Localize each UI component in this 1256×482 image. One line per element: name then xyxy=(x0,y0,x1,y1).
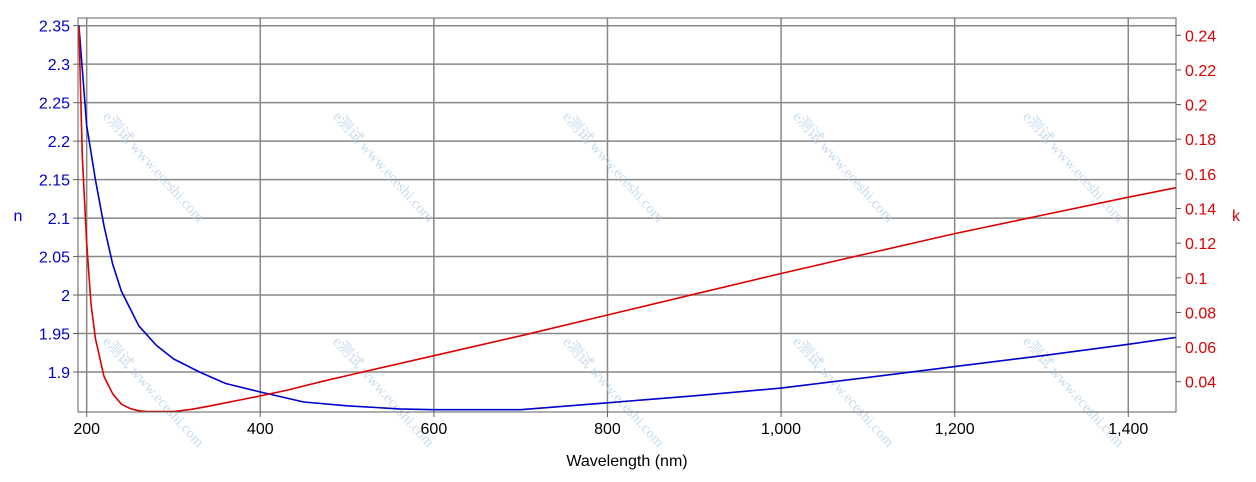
left-y-tick-label: 2.35 xyxy=(39,19,70,36)
x-tick-label: 800 xyxy=(594,421,621,438)
x-tick-label: 400 xyxy=(247,421,274,438)
x-tick-label: 600 xyxy=(421,421,448,438)
watermark-text: e测试 www.eceshi.com xyxy=(99,108,207,226)
x-tick-label: 1,400 xyxy=(1108,421,1148,438)
right-y-tick-label: 0.06 xyxy=(1185,340,1216,357)
right-y-tick-label: 0.16 xyxy=(1185,167,1216,184)
x-axis-title: Wavelength (nm) xyxy=(566,453,687,470)
watermark-text: e测试 www.eceshi.com xyxy=(559,108,667,226)
left-y-axis-ticks: 1.9 1.95 2 2.05 2.1 2.15 2.2 2.25 2.3 2.35 xyxy=(39,19,78,382)
right-y-axis-ticks: 0.04 0.06 0.08 0.1 0.12 0.14 0.16 0.18 0.2 0.22 0.… xyxy=(1176,28,1216,392)
right-y-tick-label: 0.2 xyxy=(1185,98,1207,115)
left-y-tick-label: 2.15 xyxy=(39,173,70,190)
left-y-tick-label: 2.25 xyxy=(39,96,70,113)
k-series-line xyxy=(78,26,1177,413)
n-series-line xyxy=(78,25,1177,411)
watermark-layer: e测试 www.eceshi.com e测试 www.eceshi.com e测试 … xyxy=(99,108,1127,451)
left-y-tick-label: 2.3 xyxy=(48,57,70,74)
watermark-text: e测试 www.eceshi.com xyxy=(789,333,897,451)
x-tick-label: 1,000 xyxy=(761,421,801,438)
series-layer xyxy=(78,25,1177,413)
left-y-tick-label: 2.2 xyxy=(48,134,70,151)
left-y-tick-label: 2.05 xyxy=(39,250,70,267)
right-y-tick-label: 0.08 xyxy=(1185,305,1216,322)
left-y-tick-label: 1.9 xyxy=(48,365,70,382)
right-y-tick-label: 0.24 xyxy=(1185,28,1216,45)
x-tick-label: 200 xyxy=(73,421,100,438)
watermark-text: e测试 www.eceshi.com xyxy=(329,108,437,226)
watermark-text: e测试 www.eceshi.com xyxy=(789,108,897,226)
left-y-tick-label: 2 xyxy=(61,288,70,305)
left-y-tick-label: 1.95 xyxy=(39,327,70,344)
grid-lines xyxy=(78,18,1176,412)
left-y-tick-label: 2.1 xyxy=(48,211,70,228)
right-y-tick-label: 0.12 xyxy=(1185,236,1216,253)
right-y-tick-label: 0.22 xyxy=(1185,63,1216,80)
right-y-axis-title: k xyxy=(1232,208,1241,225)
watermark-text: e测试 www.eceshi.com xyxy=(99,333,207,451)
left-y-axis-title: n xyxy=(14,208,23,225)
right-y-tick-label: 0.1 xyxy=(1185,271,1207,288)
x-axis-ticks: 200 400 600 800 1,000 1,200 1,400 xyxy=(73,412,1148,438)
right-y-tick-label: 0.14 xyxy=(1185,202,1216,219)
right-y-tick-label: 0.18 xyxy=(1185,132,1216,149)
right-y-tick-label: 0.04 xyxy=(1185,375,1216,392)
x-tick-label: 1,200 xyxy=(935,421,975,438)
plot-frame xyxy=(77,17,1177,413)
